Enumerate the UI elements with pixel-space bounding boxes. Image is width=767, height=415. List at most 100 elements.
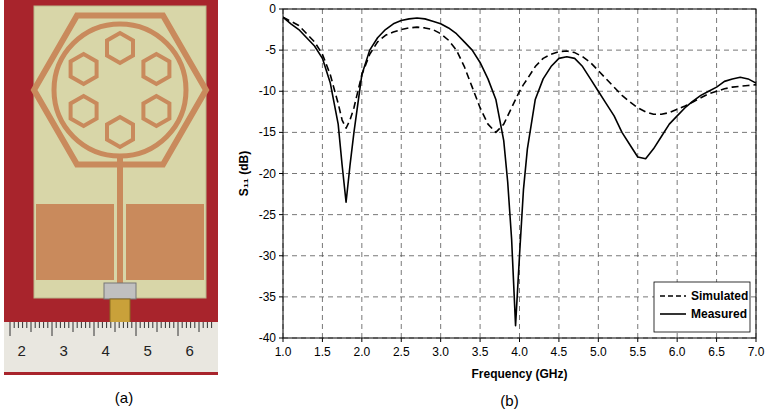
hexagon-slot — [107, 33, 133, 63]
y-tick-label: -30 — [259, 249, 277, 263]
hexagon-slot — [143, 96, 169, 126]
ruler-tick — [131, 322, 132, 328]
ruler-tick — [127, 322, 128, 328]
antenna-photo: 23456 — [4, 0, 218, 375]
tick-mark — [279, 173, 283, 174]
connector-nut — [104, 283, 136, 299]
ruler-tick — [35, 322, 36, 328]
ruler-label: 2 — [18, 342, 26, 359]
x-tick-label: 2.0 — [353, 345, 370, 359]
caption: (b) — [500, 392, 518, 409]
ruler-tick — [152, 322, 153, 328]
ruler-tick — [98, 322, 99, 328]
tick-mark — [401, 338, 402, 342]
legend-swatch — [660, 313, 686, 315]
series-line — [283, 17, 756, 132]
y-tick-label: -35 — [259, 290, 277, 304]
ground-plane — [36, 204, 114, 280]
ruler-tick — [77, 322, 78, 328]
tick-mark — [279, 296, 283, 297]
tick-mark — [279, 91, 283, 92]
ring — [54, 24, 186, 156]
ruler-tick — [89, 322, 90, 328]
x-tick-label: 4.5 — [551, 345, 568, 359]
x-tick-label: 5.0 — [590, 345, 607, 359]
hexagon-slot — [71, 54, 97, 84]
y-tick-label: -10 — [259, 84, 277, 98]
legend-box — [654, 282, 750, 332]
grid-line — [283, 173, 756, 174]
tick-mark — [279, 132, 283, 133]
y-tick-label: -20 — [259, 167, 277, 181]
ruler-tick — [39, 322, 40, 328]
ruler-tick — [73, 322, 74, 332]
ruler-tick — [18, 322, 19, 328]
ruler-tick — [148, 322, 149, 328]
tick-mark — [716, 338, 717, 342]
caption: (a) — [115, 389, 133, 406]
photo-background — [4, 0, 218, 375]
x-tick-label: 6.0 — [669, 345, 686, 359]
hexagon-slot — [107, 117, 133, 147]
ruler-tick — [186, 322, 187, 328]
ruler-tick — [85, 322, 86, 328]
series-group — [283, 17, 756, 325]
ruler-tick — [94, 322, 95, 336]
x-tick-label: 5.5 — [629, 345, 646, 359]
grid-line — [480, 9, 481, 338]
y-tick-label: -5 — [265, 43, 276, 57]
ruler: 23456 — [4, 322, 218, 372]
tick-mark — [558, 338, 559, 342]
ruler-tick — [161, 322, 162, 328]
ruler-tick — [47, 322, 48, 328]
feed-line — [117, 155, 123, 285]
ruler-tick — [119, 322, 120, 328]
ruler-tick — [102, 322, 103, 328]
ruler-tick — [115, 322, 116, 332]
ruler-tick — [14, 322, 15, 328]
tick-mark — [440, 338, 441, 342]
tick-mark — [361, 338, 362, 342]
y-axis-title: S₁₁ (dB) — [237, 151, 251, 196]
tick-mark — [279, 214, 283, 215]
ruler-tick — [43, 322, 44, 328]
ruler-tick — [182, 322, 183, 328]
legend: SimulatedMeasured — [654, 282, 750, 332]
x-tick-label: 3.0 — [432, 345, 449, 359]
tick-mark — [283, 338, 284, 342]
y-tick-label: 0 — [269, 2, 276, 16]
ruler-label: 5 — [144, 342, 152, 359]
hexagon-slot — [71, 96, 97, 126]
ruler-tick — [81, 322, 82, 328]
ruler-tick — [52, 322, 53, 336]
ruler-tick — [106, 322, 107, 328]
ruler-tick — [211, 322, 212, 328]
tick-mark — [677, 338, 678, 342]
hexagon-slot — [143, 54, 169, 84]
ruler-tick — [157, 322, 158, 332]
grid-line — [283, 50, 756, 51]
y-tick-label: -25 — [259, 208, 277, 222]
x-tick-label: 2.5 — [393, 345, 410, 359]
ruler-label: 3 — [60, 342, 68, 359]
ruler-tick — [22, 322, 23, 328]
tick-mark — [279, 255, 283, 256]
ruler-tick — [60, 322, 61, 328]
board — [34, 6, 206, 298]
tick-mark — [519, 338, 520, 342]
chart: 1.01.52.02.53.03.54.04.55.05.56.06.57.00… — [237, 2, 765, 381]
ground-plane — [126, 204, 204, 280]
ruler-tick — [207, 322, 208, 328]
plot-frame — [283, 9, 756, 338]
tick-mark — [279, 50, 283, 51]
grid-line — [283, 214, 756, 215]
legend-swatch — [660, 295, 686, 297]
ruler-tick — [203, 322, 204, 328]
x-tick-label: 3.5 — [472, 345, 489, 359]
tick-mark — [279, 9, 283, 10]
y-tick-label: -40 — [259, 331, 277, 345]
x-tick-label: 1.0 — [275, 345, 292, 359]
x-tick-label: 4.0 — [511, 345, 528, 359]
ruler-tick — [199, 322, 200, 332]
legend-label: Measured — [691, 307, 747, 321]
